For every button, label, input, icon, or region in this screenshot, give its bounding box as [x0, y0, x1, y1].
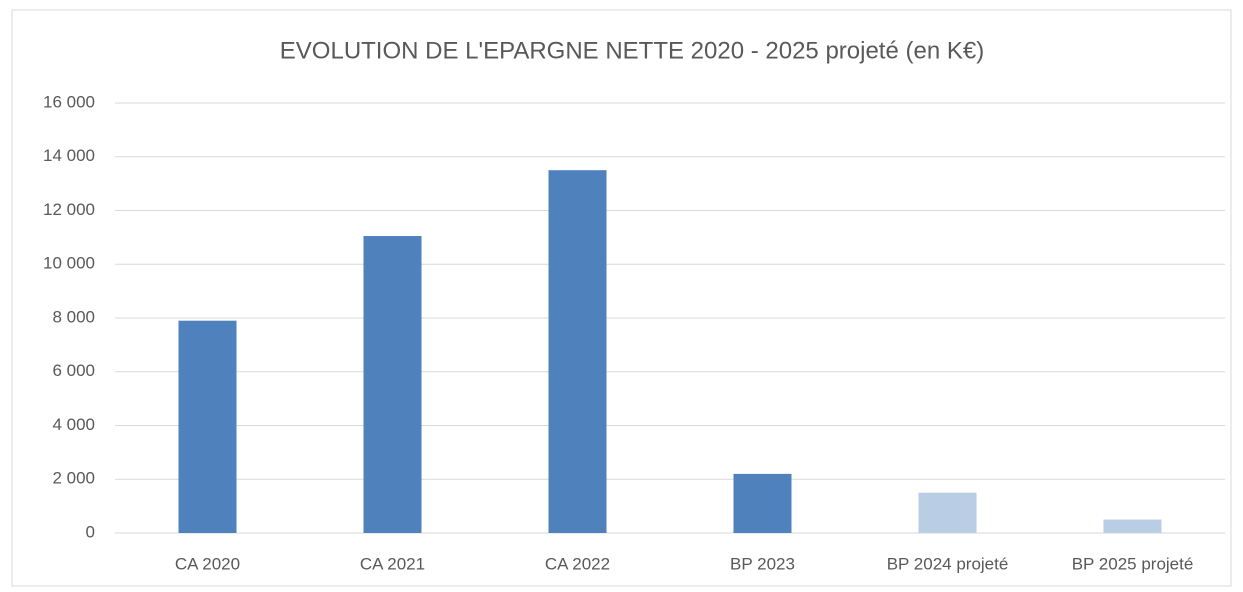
y-tick-label: 10 000 [43, 254, 95, 273]
bar [733, 473, 792, 533]
y-tick-label: 16 000 [43, 92, 95, 111]
x-tick-label: CA 2021 [360, 554, 425, 573]
bar [918, 492, 977, 533]
y-tick-label: 2 000 [52, 469, 95, 488]
y-tick-label: 14 000 [43, 146, 95, 165]
bar [548, 170, 607, 533]
y-tick-label: 0 [86, 522, 95, 541]
x-tick-label: BP 2024 projeté [887, 554, 1009, 573]
x-tick-label: CA 2022 [545, 554, 610, 573]
bar [363, 236, 422, 533]
y-tick-label: 8 000 [52, 307, 95, 326]
y-tick-label: 12 000 [43, 200, 95, 219]
y-tick-label: 4 000 [52, 415, 95, 434]
bar [178, 320, 237, 533]
x-tick-label: BP 2023 [730, 554, 795, 573]
x-tick-label: BP 2025 projeté [1072, 554, 1194, 573]
chart-title: EVOLUTION DE L'EPARGNE NETTE 2020 - 2025… [280, 37, 984, 64]
x-tick-label: CA 2020 [175, 554, 240, 573]
bar [1103, 519, 1162, 533]
y-tick-label: 6 000 [52, 361, 95, 380]
